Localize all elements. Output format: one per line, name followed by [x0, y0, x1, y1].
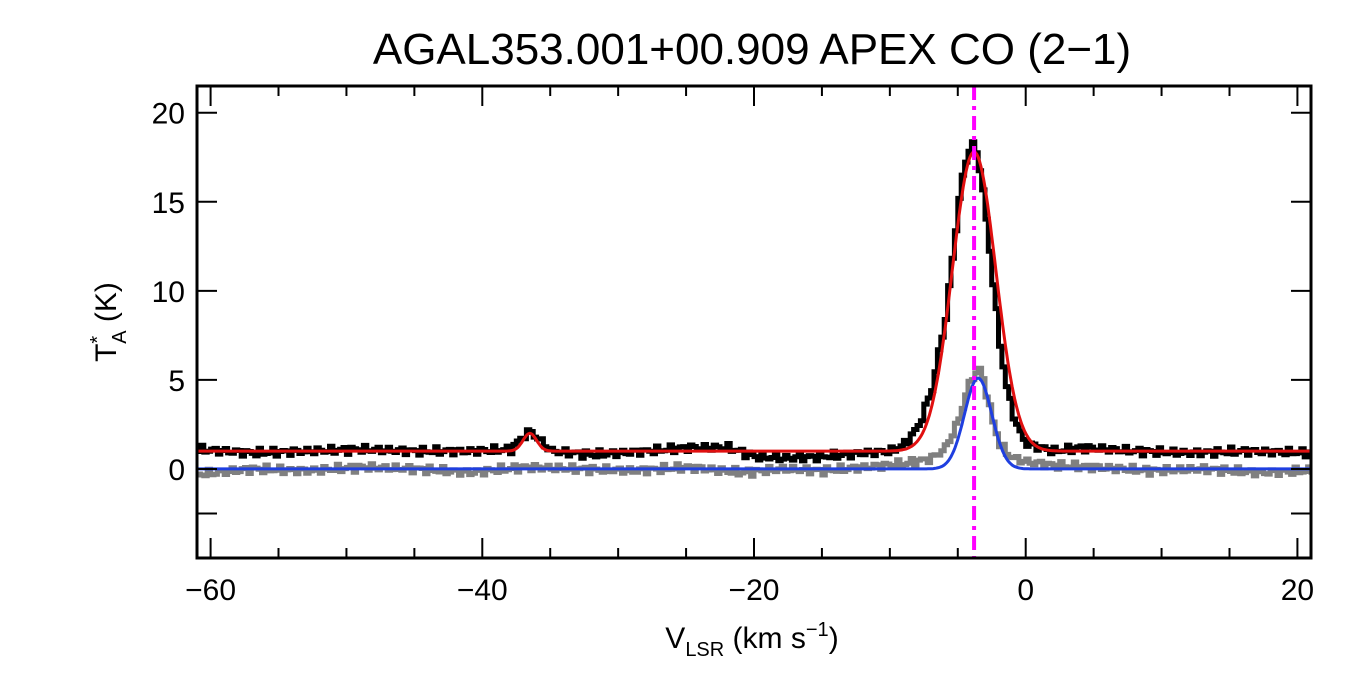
x-tick-label: 0 — [1017, 574, 1034, 607]
y-tick-label: 5 — [168, 365, 185, 398]
y-tick-label: 0 — [168, 454, 185, 487]
y-label-sub: A — [109, 330, 131, 344]
x-label-main: V — [665, 622, 685, 655]
axis-ticks: −60 −40 −20 0 20 0 5 10 15 20 — [152, 86, 1314, 607]
y-label-main: T — [90, 344, 123, 362]
x-tick-label: −40 — [457, 574, 508, 607]
y-tick-label: 20 — [152, 98, 185, 131]
x-label-sub: LSR — [685, 639, 724, 661]
x-tick-label: 20 — [1281, 574, 1314, 607]
y-axis-label: T*A (K) — [87, 282, 131, 362]
x-tick-label: −60 — [185, 574, 236, 607]
x-tick-label: −20 — [729, 574, 780, 607]
x-label-close: ) — [829, 622, 839, 655]
series-3-fit — [197, 376, 1311, 471]
plot-area — [197, 86, 1311, 558]
chart-title: AGAL353.001+00.909 APEX CO (2−1) — [373, 25, 1131, 74]
y-label-sup: * — [87, 336, 109, 344]
series-1-data — [197, 365, 1311, 479]
y-label-unit: (K) — [90, 282, 123, 330]
y-tick-label: 10 — [152, 276, 185, 309]
series-0-data — [197, 139, 1311, 464]
x-label-sup: −1 — [806, 619, 829, 641]
x-axis-label: VLSR (km s−1) — [665, 619, 838, 661]
x-label-unit: (km s — [724, 622, 806, 655]
y-tick-label: 15 — [152, 187, 185, 220]
plot-frame — [195, 84, 1313, 560]
series-2-fit — [197, 150, 1311, 453]
